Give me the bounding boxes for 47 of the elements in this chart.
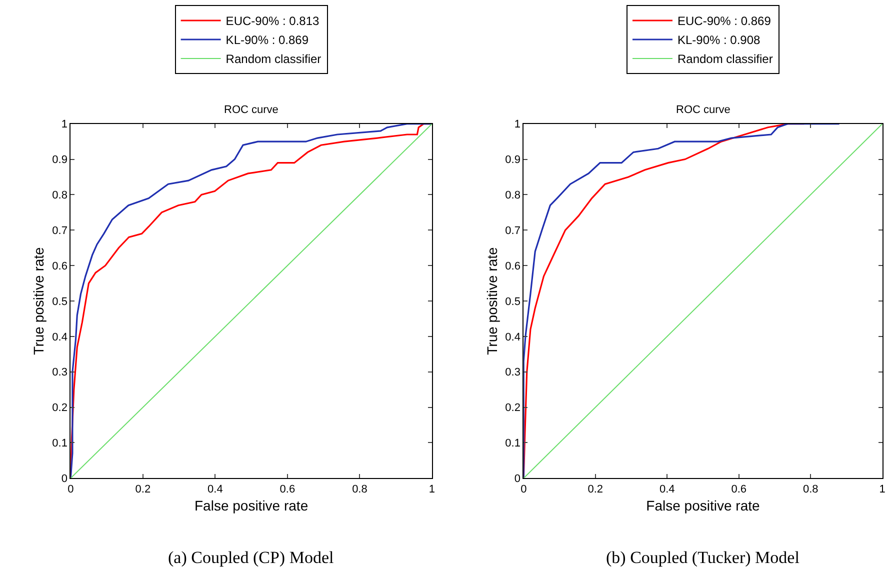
line-series	[70, 124, 432, 478]
y-tick-label: 0	[514, 473, 520, 486]
y-tick-label: 0.1	[505, 438, 520, 450]
y-tick-label: 1	[61, 118, 68, 131]
y-tick-label: 0.8	[505, 190, 520, 202]
y-tick-label: 0.2	[52, 402, 68, 414]
legend-label: Random classifier	[677, 52, 773, 66]
y-tick-label: 0.5	[505, 296, 520, 308]
y-tick-label: 0.6	[52, 260, 68, 272]
legend-label: EUC-90% : 0.813	[226, 14, 320, 28]
y-tick-label: 0.3	[52, 366, 68, 379]
x-tick-label: 0.4	[208, 483, 223, 496]
y-tick-label: 0.4	[505, 331, 520, 344]
x-tick-label: 0.4	[659, 483, 675, 496]
y-tick-label: 1	[514, 118, 520, 131]
text: (a) Coupled (CP) Model	[168, 548, 334, 567]
y-tick-label: 0.7	[505, 225, 520, 237]
x-tick-label: 0.2	[588, 483, 604, 496]
chart-title: ROC curve	[224, 104, 278, 116]
text: (b) Coupled (Tucker) Model	[606, 548, 800, 567]
y-tick-label: 0.6	[505, 260, 520, 272]
x-axis-title: False positive rate	[194, 498, 308, 514]
y-tick-label: 0.2	[505, 402, 520, 414]
x-tick-label: 0.6	[280, 483, 296, 496]
x-tick-label: 0.6	[731, 483, 746, 496]
y-tick-label: 0	[61, 473, 68, 486]
chart-title: ROC curve	[676, 104, 730, 116]
y-tick-label: 0.3	[505, 366, 520, 379]
y-tick-label: 0.4	[52, 331, 68, 344]
y-tick-label: 0.5	[52, 296, 68, 308]
y-tick-label: 0.8	[52, 190, 68, 202]
y-tick-label: 0.7	[52, 225, 68, 237]
legend-label: KL-90% : 0.908	[677, 33, 761, 48]
y-tick-label: 0.9	[52, 154, 68, 166]
y-tick-label: 0.9	[505, 154, 520, 166]
x-tick-label: 1	[879, 483, 886, 496]
x-tick-label: 0.8	[802, 483, 818, 496]
y-tick-label: 0.1	[52, 438, 68, 450]
x-axis-title: False positive rate	[646, 498, 760, 514]
legend-label: KL-90% : 0.869	[226, 33, 309, 48]
y-axis-title: True positive rate	[30, 246, 47, 355]
x-tick-label: 0.8	[352, 483, 368, 496]
legend-label: Random classifier	[226, 52, 322, 66]
y-axis-title: True positive rate	[484, 246, 500, 355]
legend-label: EUC-90% : 0.869	[677, 14, 772, 28]
x-tick-label: 1	[428, 483, 436, 496]
x-tick-label: 0.2	[135, 483, 151, 496]
